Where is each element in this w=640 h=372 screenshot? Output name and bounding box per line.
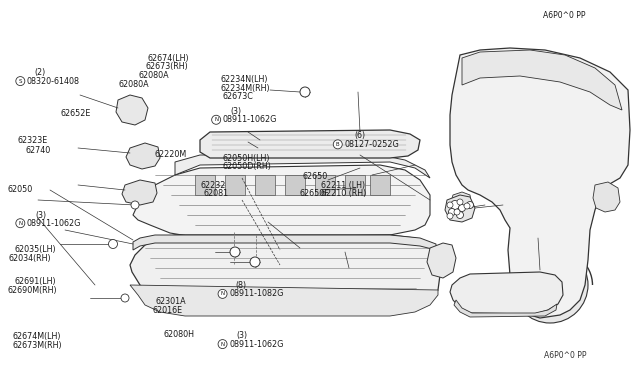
Text: 62650F: 62650F	[300, 189, 329, 198]
Text: 62050D(RH): 62050D(RH)	[223, 162, 271, 171]
Circle shape	[454, 209, 460, 215]
Text: 62234N(LH): 62234N(LH)	[221, 76, 268, 84]
Polygon shape	[285, 175, 305, 195]
Circle shape	[447, 213, 453, 219]
Circle shape	[218, 340, 227, 349]
Circle shape	[300, 87, 310, 97]
Text: 62080H: 62080H	[163, 330, 194, 339]
Text: 62232: 62232	[201, 181, 227, 190]
Text: (3): (3)	[230, 107, 241, 116]
Circle shape	[530, 265, 570, 305]
Polygon shape	[445, 195, 475, 222]
Text: 62211 (LH): 62211 (LH)	[321, 181, 365, 190]
Circle shape	[212, 115, 221, 124]
Text: 62050H(LH): 62050H(LH)	[223, 154, 270, 163]
Text: 08127-0252G: 08127-0252G	[344, 140, 399, 149]
Text: 62080A: 62080A	[118, 80, 149, 89]
Text: 62220M: 62220M	[155, 150, 187, 159]
Text: 62016E: 62016E	[152, 306, 182, 315]
Text: 62234M(RH): 62234M(RH)	[221, 84, 271, 93]
Text: N: N	[221, 341, 225, 347]
Polygon shape	[126, 143, 160, 169]
Circle shape	[121, 294, 129, 302]
Text: 08911-1082G: 08911-1082G	[229, 289, 284, 298]
Circle shape	[333, 140, 342, 149]
Text: (8): (8)	[236, 281, 246, 290]
Circle shape	[449, 208, 456, 215]
Text: 62050: 62050	[8, 185, 33, 194]
Polygon shape	[116, 95, 148, 125]
Circle shape	[467, 202, 474, 208]
Circle shape	[456, 212, 463, 218]
Text: (3): (3)	[237, 331, 248, 340]
Polygon shape	[315, 175, 335, 195]
Circle shape	[16, 219, 25, 228]
Text: 08911-1062G: 08911-1062G	[223, 115, 277, 124]
Circle shape	[250, 257, 260, 267]
Text: 62081: 62081	[204, 189, 228, 198]
Text: S: S	[19, 78, 22, 84]
Circle shape	[464, 203, 470, 209]
Polygon shape	[133, 165, 430, 238]
Circle shape	[16, 77, 25, 86]
Polygon shape	[133, 235, 436, 250]
Polygon shape	[345, 175, 365, 195]
Text: 62673M(RH): 62673M(RH)	[13, 341, 63, 350]
Polygon shape	[450, 192, 472, 220]
Text: (3): (3)	[35, 211, 46, 219]
Text: 62650: 62650	[302, 172, 327, 181]
Text: 62301A: 62301A	[156, 297, 186, 306]
Polygon shape	[454, 300, 557, 317]
Polygon shape	[200, 130, 420, 158]
Text: N: N	[221, 291, 225, 296]
Polygon shape	[225, 175, 245, 195]
Text: N: N	[214, 117, 218, 122]
Circle shape	[457, 199, 463, 205]
Polygon shape	[122, 180, 157, 205]
Text: 08911-1062G: 08911-1062G	[27, 219, 81, 228]
Polygon shape	[255, 175, 275, 195]
Circle shape	[451, 201, 460, 209]
Text: 62210 (RH): 62210 (RH)	[321, 189, 367, 198]
Circle shape	[131, 201, 139, 209]
Circle shape	[230, 247, 240, 257]
Polygon shape	[593, 182, 620, 212]
Text: 62690M(RH): 62690M(RH)	[8, 286, 58, 295]
Text: 62673(RH): 62673(RH)	[146, 62, 189, 71]
Circle shape	[109, 240, 118, 248]
Polygon shape	[130, 285, 438, 316]
Polygon shape	[450, 272, 563, 314]
Polygon shape	[462, 50, 622, 110]
Polygon shape	[450, 48, 630, 318]
Text: 62652E: 62652E	[61, 109, 91, 118]
Text: (2): (2)	[34, 68, 45, 77]
Text: 62740: 62740	[26, 146, 51, 155]
Text: 62674(LH): 62674(LH)	[148, 54, 189, 62]
Text: N: N	[19, 221, 22, 226]
Polygon shape	[427, 243, 456, 278]
Text: 62034(RH): 62034(RH)	[9, 254, 52, 263]
Text: 08911-1062G: 08911-1062G	[229, 340, 284, 349]
Text: 08320-61408: 08320-61408	[27, 77, 80, 86]
Polygon shape	[370, 175, 390, 195]
Circle shape	[458, 205, 465, 212]
Circle shape	[218, 289, 227, 298]
Text: B: B	[336, 142, 340, 147]
Circle shape	[447, 202, 453, 208]
Text: 62323E: 62323E	[18, 136, 48, 145]
Circle shape	[512, 247, 588, 323]
Text: 62691(LH): 62691(LH)	[14, 278, 56, 286]
Text: 62674M(LH): 62674M(LH)	[13, 332, 61, 341]
Text: 62035(LH): 62035(LH)	[14, 246, 56, 254]
Text: A6P0^0 PP: A6P0^0 PP	[544, 350, 586, 359]
Polygon shape	[130, 235, 440, 312]
Text: (6): (6)	[354, 131, 365, 140]
Polygon shape	[175, 155, 430, 178]
Polygon shape	[195, 175, 215, 195]
Circle shape	[542, 277, 558, 293]
Text: 62673C: 62673C	[223, 92, 253, 101]
Text: 62080A: 62080A	[139, 71, 170, 80]
Text: A6P0^0 PP: A6P0^0 PP	[543, 11, 585, 20]
